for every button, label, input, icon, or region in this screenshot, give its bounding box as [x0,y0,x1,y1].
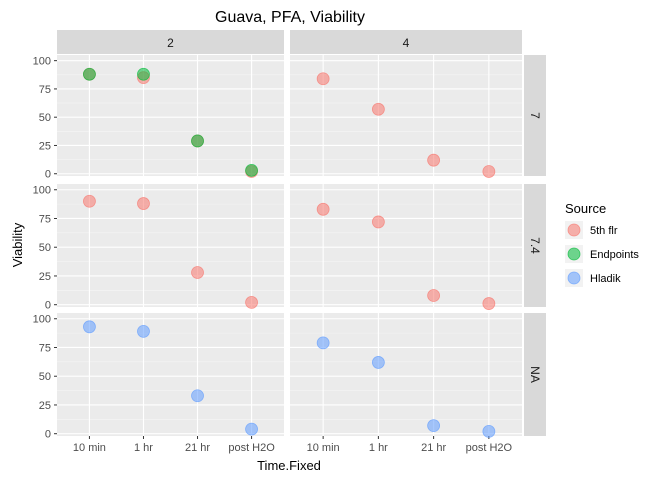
legend-label: 5th flr [590,225,618,237]
data-point [137,324,150,338]
facet-strip-col [57,30,284,54]
y-tick-label: 75 [39,84,51,96]
data-point [316,72,330,86]
x-tick-label: post H2O [228,442,275,454]
y-tick-label: 0 [45,429,51,441]
data-point [245,422,258,436]
y-tick-label: 50 [39,371,51,383]
data-point [245,163,258,177]
data-point [83,67,96,81]
y-tick-label: 25 [39,400,51,412]
data-point [371,356,385,369]
legend-label: Endpoints [590,249,639,261]
data-point [316,202,330,216]
facet-strip-col [290,30,522,54]
legend-label: Hladik [590,273,621,285]
y-tick-label: 100 [33,56,51,68]
panel-background [290,55,522,176]
data-point [371,215,385,229]
data-point [482,165,496,178]
facet-strip-row-label: NA [528,366,542,383]
panel-background [290,184,522,307]
y-tick-label: 100 [33,314,51,326]
y-tick-label: 25 [39,140,51,152]
facet-strip-row [524,55,546,176]
data-point [371,102,385,116]
x-tick-label: 21 hr [185,442,210,454]
facet-strip-row [524,184,546,307]
y-tick-label: 0 [45,169,51,181]
facet-strip-row [524,313,546,436]
facet-strip-row-label: 7 [528,112,542,119]
y-tick-label: 50 [39,112,51,124]
data-point [245,296,258,309]
chart-title: Guava, PFA, Viability [215,9,365,26]
facet-strip-col-label: 2 [167,36,174,50]
facet-strip-row-label: 7.4 [528,237,542,254]
data-point [83,194,96,208]
x-axis-title: Time.Fixed [257,458,321,473]
x-tick-label: 10 min [73,442,106,454]
data-point [427,289,441,302]
legend-key-swatch [567,223,581,237]
y-tick-label: 0 [45,300,51,312]
y-tick-label: 75 [39,342,51,354]
data-point [83,320,96,334]
data-point [482,297,496,310]
panel-background [290,313,522,436]
legend-key-swatch [567,271,581,285]
facet-strip-col-label: 4 [403,36,410,50]
data-point [191,389,204,403]
legend-title: Source [565,201,606,216]
data-point [191,134,204,148]
y-tick-label: 75 [39,213,51,225]
x-tick-label: 1 hr [134,442,153,454]
data-point [427,419,441,433]
data-point [191,266,204,279]
data-point [427,153,441,167]
x-tick-label: 1 hr [369,442,388,454]
y-tick-label: 50 [39,242,51,254]
data-point [137,67,150,81]
panel-background [57,313,284,436]
y-tick-label: 25 [39,271,51,283]
data-point [316,336,330,350]
y-axis-title: Viability [10,222,25,267]
x-tick-label: 21 hr [421,442,446,454]
legend: Source 5th flr Endpoints Hladik [565,201,639,287]
y-tick-label: 100 [33,185,51,197]
x-tick-label: post H2O [466,442,513,454]
data-point [482,425,496,438]
x-tick-label: 10 min [307,442,340,454]
legend-key-swatch [567,247,581,261]
data-point [137,197,150,210]
plot-area: 2 4 7 7.4 NA 0 25 50 75 100 0 25 50 75 100 0 25 50 75 100 10… [33,30,546,454]
